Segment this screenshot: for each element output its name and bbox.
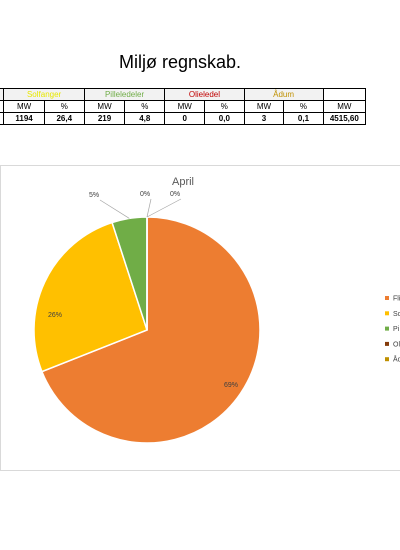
pie-slice xyxy=(40,216,261,444)
chart-title: April xyxy=(172,176,194,188)
legend-label: So xyxy=(393,311,400,318)
group-header: Olieledel xyxy=(164,88,245,101)
legend-swatch xyxy=(385,326,389,331)
leader-line xyxy=(146,198,152,218)
legend-swatch xyxy=(385,341,389,346)
data-label: 0% xyxy=(170,191,180,198)
cell: 4,8 xyxy=(124,112,166,125)
leader-line xyxy=(99,199,130,219)
group-header: Ådum xyxy=(243,88,324,101)
cell: 1194 xyxy=(3,112,45,125)
data-label: 0% xyxy=(140,191,150,198)
legend-swatch xyxy=(385,296,389,300)
group-header: Solfanger xyxy=(3,88,85,101)
sheet-title: Miljø regnskab. xyxy=(118,52,242,72)
data-label: 69% xyxy=(224,382,238,389)
legend-label: Åd xyxy=(393,355,400,364)
data-label: 26% xyxy=(48,312,62,319)
cell: 4515,60 xyxy=(322,112,367,125)
chart-frame xyxy=(0,165,400,471)
cell: 26,4 xyxy=(43,112,85,125)
data-label: 5% xyxy=(89,192,99,199)
legend-label: Ol xyxy=(393,341,400,348)
legend-label: Pi xyxy=(393,326,400,333)
cell xyxy=(0,112,5,125)
cell: 0,1 xyxy=(283,112,324,125)
legend-swatch xyxy=(385,311,389,316)
subheader: MW xyxy=(322,100,367,113)
legend-label: Fli xyxy=(393,296,400,303)
leader-line xyxy=(146,198,182,218)
pie-slice xyxy=(33,221,148,373)
legend-swatch xyxy=(385,357,389,362)
cell: 0,0 xyxy=(204,112,245,125)
data-table: Solfanger Pilleledeler Olieledel Ådum MW… xyxy=(0,88,367,125)
group-header: Pilleledeler xyxy=(83,88,166,101)
